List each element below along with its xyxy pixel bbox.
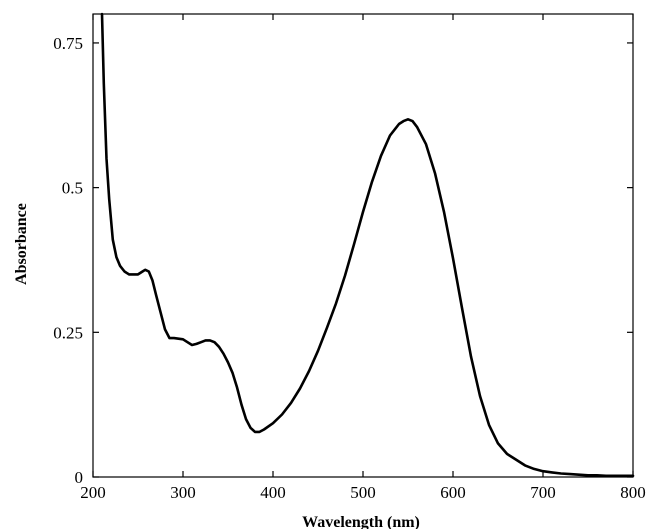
x-axis-title: Wavelength (nm) [302,514,420,529]
x-tick-label: 300 [170,483,196,502]
y-tick-label: 0.5 [62,179,83,198]
tick-marks [92,14,634,478]
x-tick-label: 700 [530,483,556,502]
y-tick-label: 0.25 [53,323,83,342]
x-tick-label: 400 [260,483,286,502]
axes [92,13,634,478]
plot-frame [92,13,634,478]
x-tick-label: 600 [440,483,466,502]
y-tick-label: 0.75 [53,34,83,53]
x-tick-label: 800 [620,483,646,502]
absorbance-series-line [100,12,635,478]
x-tick-label: 200 [80,483,106,502]
y-axis-title: Absorbance [13,203,30,285]
y-tick-label: 0 [75,468,84,487]
x-tick-label: 500 [350,483,376,502]
tick-labels: 200 300 400 500 600 700 800 0 0.25 0.5 0.75 [53,34,646,502]
